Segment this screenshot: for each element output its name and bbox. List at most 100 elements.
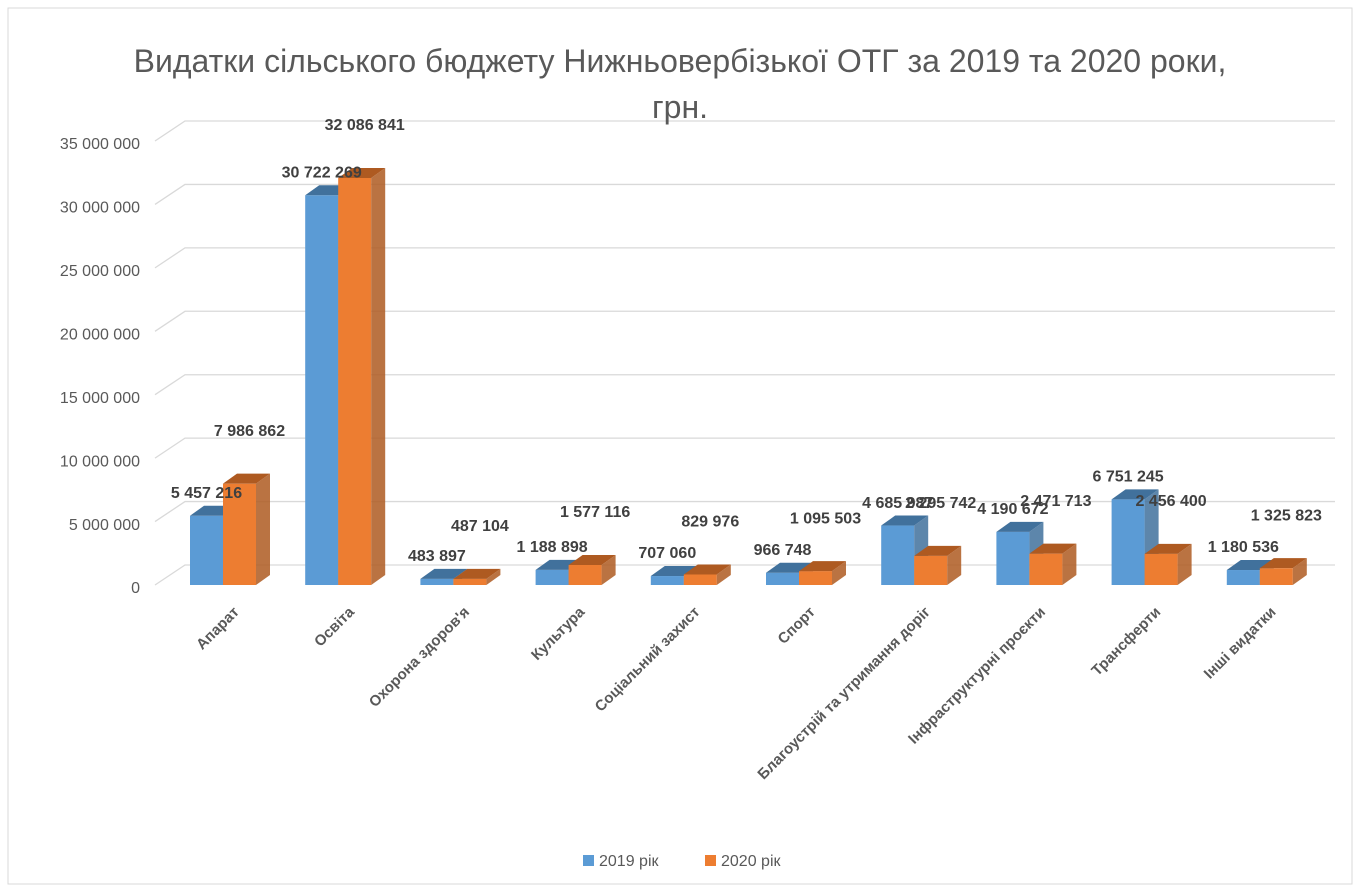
data-label: 966 748: [754, 542, 812, 559]
x-tick-label: Спорт: [775, 604, 819, 648]
grid-line: [154, 500, 1335, 523]
bar-front: [535, 569, 569, 585]
bar-top: [338, 167, 386, 178]
legend-label: 2019 рік: [599, 853, 659, 870]
data-label: 483 897: [408, 548, 466, 565]
bar-side: [947, 545, 962, 585]
bar-side: [1177, 543, 1192, 585]
bar: [683, 564, 731, 585]
bar-front: [305, 195, 339, 586]
grid-line: [154, 120, 1335, 142]
x-tick-label: Інфраструктурні проєкти: [905, 604, 1049, 748]
grid-line: [154, 183, 1335, 205]
bar: [338, 167, 386, 585]
y-tick-label: 20 000 000: [60, 327, 140, 344]
bar-front: [996, 531, 1030, 585]
bar-top: [799, 561, 846, 572]
data-label: 707 060: [638, 545, 696, 562]
data-label: 487 104: [451, 518, 509, 535]
legend-swatch: [705, 855, 716, 866]
bar: [914, 545, 962, 585]
data-label: 1 577 116: [560, 504, 630, 521]
x-tick-label: Трансферти: [1088, 604, 1164, 680]
bar: [1029, 543, 1077, 585]
data-label: 4 190 672: [977, 501, 1048, 518]
bar: [1259, 558, 1307, 585]
bar-side: [832, 561, 846, 585]
chart-title: Видатки сільського бюджету Нижньовербізь…: [133, 43, 1227, 125]
legend-swatch: [583, 855, 594, 866]
bar: [223, 473, 270, 585]
chart-border: [7, 7, 1353, 885]
data-label: 7 986 862: [214, 423, 285, 440]
bar-front: [338, 177, 372, 585]
bar-side: [371, 167, 386, 585]
grid-line: [154, 374, 1335, 396]
data-label: 1 095 503: [790, 510, 861, 527]
bar-front: [453, 578, 487, 585]
bar-top: [683, 564, 731, 575]
y-tick-label: 25 000 000: [60, 263, 140, 280]
bar-side: [486, 568, 501, 585]
x-tick-label: Освіта: [311, 603, 358, 650]
bar-top: [1029, 543, 1077, 554]
x-tick-label: Соціальний захист: [592, 604, 704, 716]
data-label: 2 471 713: [1020, 493, 1091, 510]
grid-line: [154, 437, 1335, 459]
bar-top: [568, 554, 616, 565]
bar-front: [420, 578, 454, 585]
bar-side: [1062, 543, 1077, 585]
bar-front: [881, 525, 915, 585]
y-tick-label: 5 000 000: [69, 517, 140, 534]
data-labels: 5 457 216 7 986 862 30 722 269 32 086 841 48…: [171, 117, 1322, 565]
bar-side: [1292, 558, 1307, 585]
y-tick-label: 0: [131, 580, 140, 597]
bar-front: [650, 576, 684, 585]
y-tick-label: 15 000 000: [60, 390, 140, 407]
x-tick-label: Апарат: [193, 604, 243, 654]
bar-top: [453, 568, 501, 579]
bar-top: [996, 521, 1044, 532]
bar-top: [1111, 489, 1159, 500]
x-tick-label: Культура: [528, 603, 589, 664]
grid-line: [154, 247, 1335, 269]
bar-front: [914, 555, 948, 585]
data-label: 1 325 823: [1251, 507, 1322, 524]
x-tick-label: Інші видатки: [1201, 604, 1280, 683]
bar-top: [1144, 543, 1192, 554]
bar-side: [601, 554, 616, 585]
data-label: 6 751 245: [1093, 469, 1164, 486]
x-tick-label: Охорона здоров'я: [366, 604, 473, 711]
bar-top: [420, 568, 468, 579]
grid-line: [154, 310, 1335, 332]
data-label: 30 722 269: [282, 164, 362, 181]
bar-side: [256, 473, 270, 585]
bar-front: [799, 571, 832, 585]
bar-top: [881, 515, 929, 526]
y-tick-label: 30 000 000: [60, 200, 140, 217]
bar-front: [1226, 570, 1260, 585]
bars: [190, 167, 1307, 586]
legend-label: 2020 рік: [721, 853, 781, 870]
data-label: 1 180 536: [1208, 539, 1279, 556]
bar: [453, 568, 501, 585]
bar-front: [683, 574, 717, 585]
bar: [568, 554, 616, 585]
data-label: 32 086 841: [325, 117, 405, 134]
y-tick-label: 35 000 000: [60, 136, 140, 153]
bar-front: [190, 515, 223, 585]
bar-top: [1259, 558, 1307, 569]
y-tick-label: 10 000 000: [60, 453, 140, 470]
data-label: 829 976: [681, 514, 739, 531]
data-label: 2 295 742: [905, 495, 976, 512]
bar-front: [223, 483, 256, 585]
bar-front: [1144, 553, 1178, 585]
bar-top: [223, 473, 270, 484]
bar-front: [1259, 568, 1293, 585]
data-label: 4 685 987: [862, 495, 933, 512]
bar-front: [1111, 499, 1145, 585]
bar: [799, 561, 846, 585]
bar-side: [716, 564, 731, 585]
